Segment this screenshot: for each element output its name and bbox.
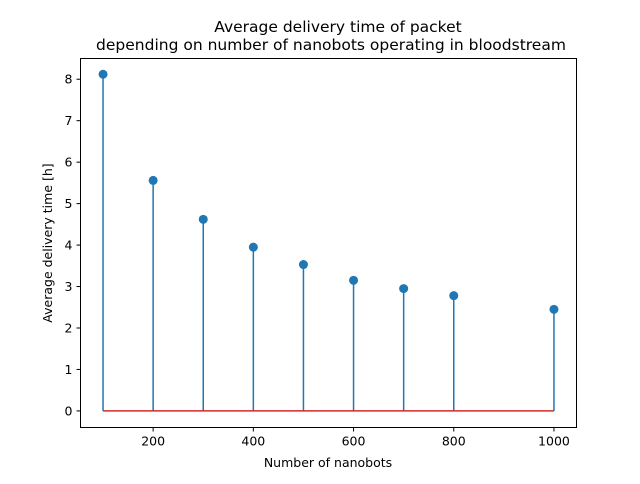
- plot-area: [98, 69, 559, 412]
- stem-marker: [449, 291, 459, 301]
- x-tick-label: 1000: [538, 434, 570, 449]
- axes-frame: [80, 58, 577, 428]
- y-tick-label: 7: [65, 113, 73, 128]
- stem-marker: [248, 242, 258, 252]
- y-tick-label: 1: [65, 362, 73, 377]
- x-tick-label: 600: [342, 434, 366, 449]
- y-tick-label: 2: [65, 320, 73, 335]
- y-axis-label: Average delivery time [h]: [40, 163, 55, 322]
- stem-marker: [549, 304, 559, 314]
- x-tick-label: 400: [241, 434, 265, 449]
- chart-title-line-1: Average delivery time of packet: [214, 18, 461, 36]
- x-tick-label: 800: [442, 434, 466, 449]
- stem-marker: [148, 175, 158, 185]
- y-tick-label: 8: [65, 72, 73, 87]
- x-tick-label: 200: [141, 434, 165, 449]
- y-tick-label: 6: [65, 155, 73, 170]
- stem-marker: [298, 260, 308, 270]
- stem-marker: [198, 214, 208, 224]
- y-tick-label: 5: [65, 196, 73, 211]
- stem-marker: [98, 69, 108, 79]
- y-tick-label: 4: [65, 238, 73, 253]
- y-tick-label: 3: [65, 279, 73, 294]
- y-tick-label: 0: [65, 403, 73, 418]
- stem-marker: [399, 284, 409, 294]
- chart-title-line-2: depending on number of nanobots operatin…: [96, 36, 566, 54]
- x-axis-label: Number of nanobots: [264, 455, 392, 470]
- stem-marker: [349, 275, 359, 285]
